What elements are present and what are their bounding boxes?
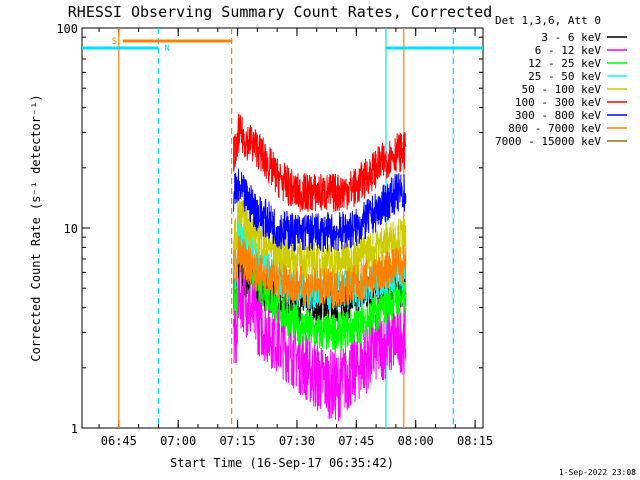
legend-label: 300 - 800 keV	[515, 109, 601, 122]
legend-label: 12 - 25 keV	[528, 57, 601, 70]
series-line	[233, 168, 407, 253]
series-layer	[233, 113, 407, 422]
y-tick-label: 1	[71, 422, 78, 436]
series-line	[233, 113, 407, 212]
footer-timestamp: 1-Sep-2022 23:08	[559, 468, 636, 477]
legend-title: Det 1,3,6, Att 0	[495, 14, 601, 27]
flag-label: N	[164, 44, 169, 54]
x-tick-label: 07:45	[338, 434, 374, 448]
series-line	[233, 235, 407, 309]
legend-label: 7000 - 15000 keV	[495, 135, 601, 148]
legend-label: 100 - 300 keV	[515, 96, 601, 109]
x-tick-label: 06:45	[101, 434, 137, 448]
flag-label: S	[112, 37, 117, 47]
axes: 06:45 07:00 07:15 07:30 07:45 08:00 08:15 1 10 10…	[56, 22, 493, 448]
legend-label: 3 - 6 keV	[541, 31, 601, 44]
legend-label: 800 - 7000 keV	[508, 122, 601, 135]
legend-label: 25 - 50 keV	[528, 70, 601, 83]
x-tick-label: 07:15	[220, 434, 256, 448]
series-line	[233, 256, 407, 422]
x-tick-label: 07:30	[279, 434, 315, 448]
chart-title: RHESSI Observing Summary Count Rates, Co…	[68, 3, 492, 21]
series-line	[233, 220, 407, 353]
legend-label: 6 - 12 keV	[535, 44, 602, 57]
x-tick-label: 08:00	[398, 434, 434, 448]
y-tick-label: 10	[64, 222, 78, 236]
flag-bars: SN	[82, 37, 483, 54]
x-tick-label: 08:15	[457, 434, 493, 448]
x-tick-label: 07:00	[160, 434, 196, 448]
legend-label: 50 - 100 keV	[522, 83, 602, 96]
y-tick-label: 100	[56, 22, 78, 36]
y-axis-label: Corrected Count Rate (s⁻¹ detector⁻¹)	[29, 94, 43, 361]
series-line	[233, 197, 407, 282]
x-axis-label: Start Time (16-Sep-17 06:35:42)	[170, 456, 394, 470]
